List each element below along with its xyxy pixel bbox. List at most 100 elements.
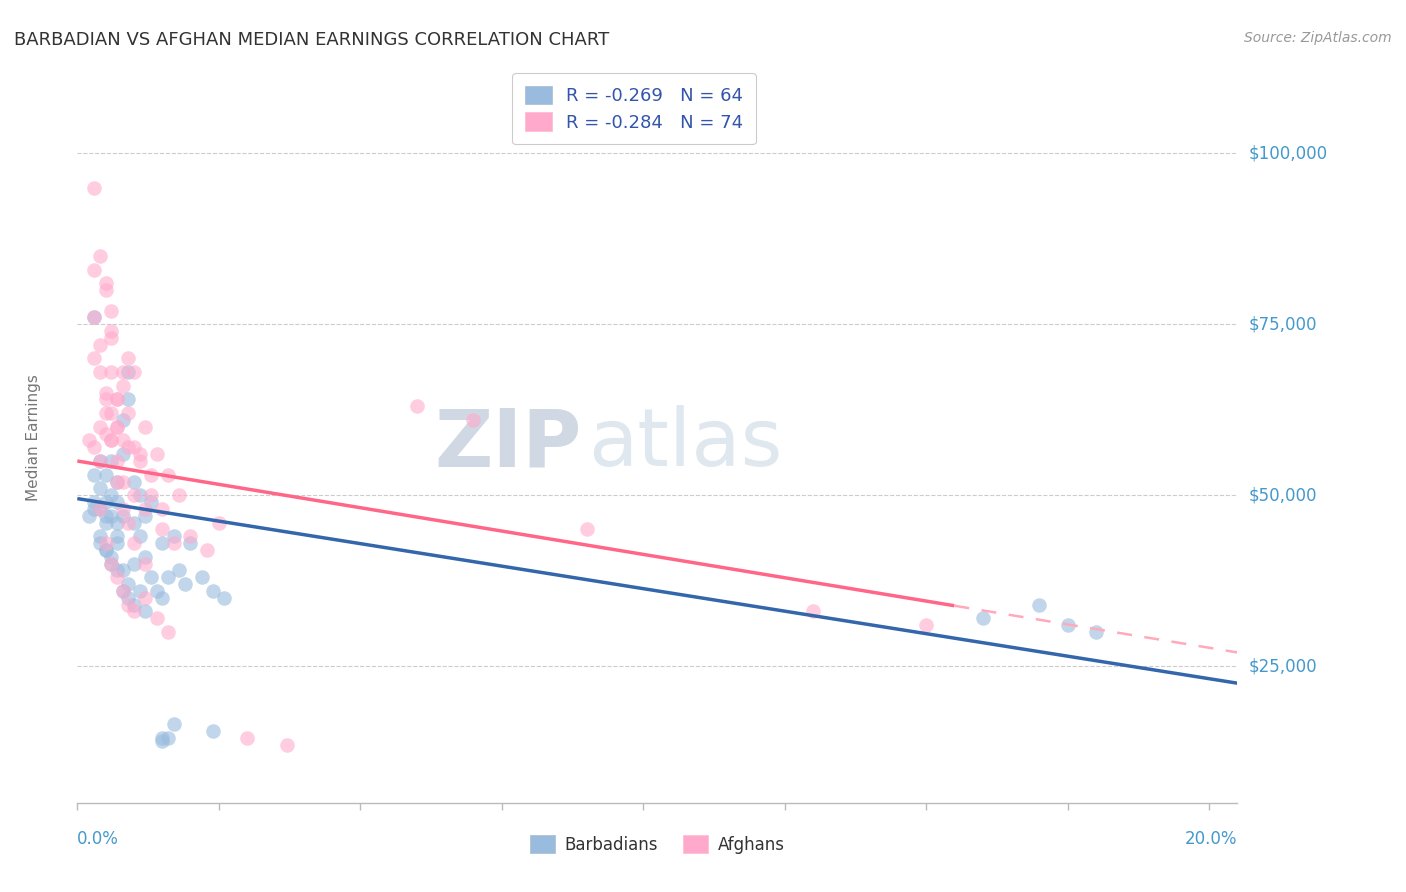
Point xyxy=(117,365,139,379)
Point xyxy=(89,249,111,263)
Point xyxy=(94,495,117,509)
Point xyxy=(111,379,134,393)
Point xyxy=(162,717,184,731)
Point xyxy=(105,392,128,407)
Point xyxy=(156,467,179,482)
Point xyxy=(150,731,173,745)
Point xyxy=(89,420,111,434)
Point xyxy=(94,467,117,482)
Point xyxy=(100,324,122,338)
Point xyxy=(117,577,139,591)
Text: 20.0%: 20.0% xyxy=(1185,830,1237,848)
Point xyxy=(134,549,156,564)
Point xyxy=(83,310,105,325)
Point xyxy=(111,434,134,448)
Point xyxy=(94,283,117,297)
Point xyxy=(83,440,105,454)
Point xyxy=(100,406,122,420)
Point xyxy=(105,529,128,543)
Point xyxy=(94,277,117,291)
Point xyxy=(117,406,139,420)
Text: Source: ZipAtlas.com: Source: ZipAtlas.com xyxy=(1244,31,1392,45)
Point xyxy=(111,413,134,427)
Point xyxy=(150,591,173,605)
Point xyxy=(801,604,824,618)
Text: $50,000: $50,000 xyxy=(1249,486,1317,504)
Point xyxy=(236,731,259,745)
Text: $75,000: $75,000 xyxy=(1249,315,1317,334)
Point xyxy=(150,501,173,516)
Point xyxy=(89,536,111,550)
Point xyxy=(162,536,184,550)
Point xyxy=(134,508,156,523)
Point xyxy=(134,501,156,516)
Point xyxy=(111,583,134,598)
Point xyxy=(111,583,134,598)
Point xyxy=(156,731,179,745)
Point xyxy=(122,536,145,550)
Point xyxy=(134,591,156,605)
Text: atlas: atlas xyxy=(588,405,782,483)
Point xyxy=(83,310,105,325)
Point xyxy=(128,529,150,543)
Point xyxy=(139,495,162,509)
Point xyxy=(89,529,111,543)
Point xyxy=(89,501,111,516)
Point xyxy=(145,583,167,598)
Point xyxy=(117,591,139,605)
Point xyxy=(83,180,105,194)
Point xyxy=(972,611,994,625)
Point xyxy=(83,467,105,482)
Point xyxy=(575,522,598,536)
Point xyxy=(89,338,111,352)
Point xyxy=(179,536,201,550)
Point xyxy=(122,440,145,454)
Point xyxy=(150,734,173,748)
Point xyxy=(134,557,156,571)
Point xyxy=(100,434,122,448)
Point xyxy=(94,392,117,407)
Point xyxy=(167,488,190,502)
Point xyxy=(105,536,128,550)
Point xyxy=(139,467,162,482)
Point xyxy=(94,536,117,550)
Point xyxy=(208,516,231,530)
Point xyxy=(111,475,134,489)
Point xyxy=(1028,598,1050,612)
Point xyxy=(100,454,122,468)
Point xyxy=(173,577,195,591)
Legend: Barbadians, Afghans: Barbadians, Afghans xyxy=(523,829,792,860)
Point xyxy=(83,501,105,516)
Point xyxy=(134,604,156,618)
Point xyxy=(202,583,225,598)
Point xyxy=(117,392,139,407)
Point xyxy=(105,392,128,407)
Point xyxy=(100,434,122,448)
Point xyxy=(1084,624,1107,639)
Point xyxy=(111,563,134,577)
Point xyxy=(405,400,427,414)
Point xyxy=(202,724,225,739)
Point xyxy=(111,508,134,523)
Point xyxy=(100,557,122,571)
Point xyxy=(94,385,117,400)
Point xyxy=(128,488,150,502)
Point xyxy=(100,508,122,523)
Point xyxy=(89,365,111,379)
Point xyxy=(191,570,214,584)
Point xyxy=(915,618,938,632)
Point xyxy=(179,529,201,543)
Point xyxy=(100,365,122,379)
Point xyxy=(1056,618,1078,632)
Point xyxy=(145,447,167,461)
Point xyxy=(77,434,100,448)
Point xyxy=(94,406,117,420)
Text: ZIP: ZIP xyxy=(434,405,582,483)
Point xyxy=(117,440,139,454)
Point xyxy=(122,365,145,379)
Point xyxy=(162,529,184,543)
Point xyxy=(105,420,128,434)
Point xyxy=(89,454,111,468)
Point xyxy=(139,488,162,502)
Point xyxy=(214,591,236,605)
